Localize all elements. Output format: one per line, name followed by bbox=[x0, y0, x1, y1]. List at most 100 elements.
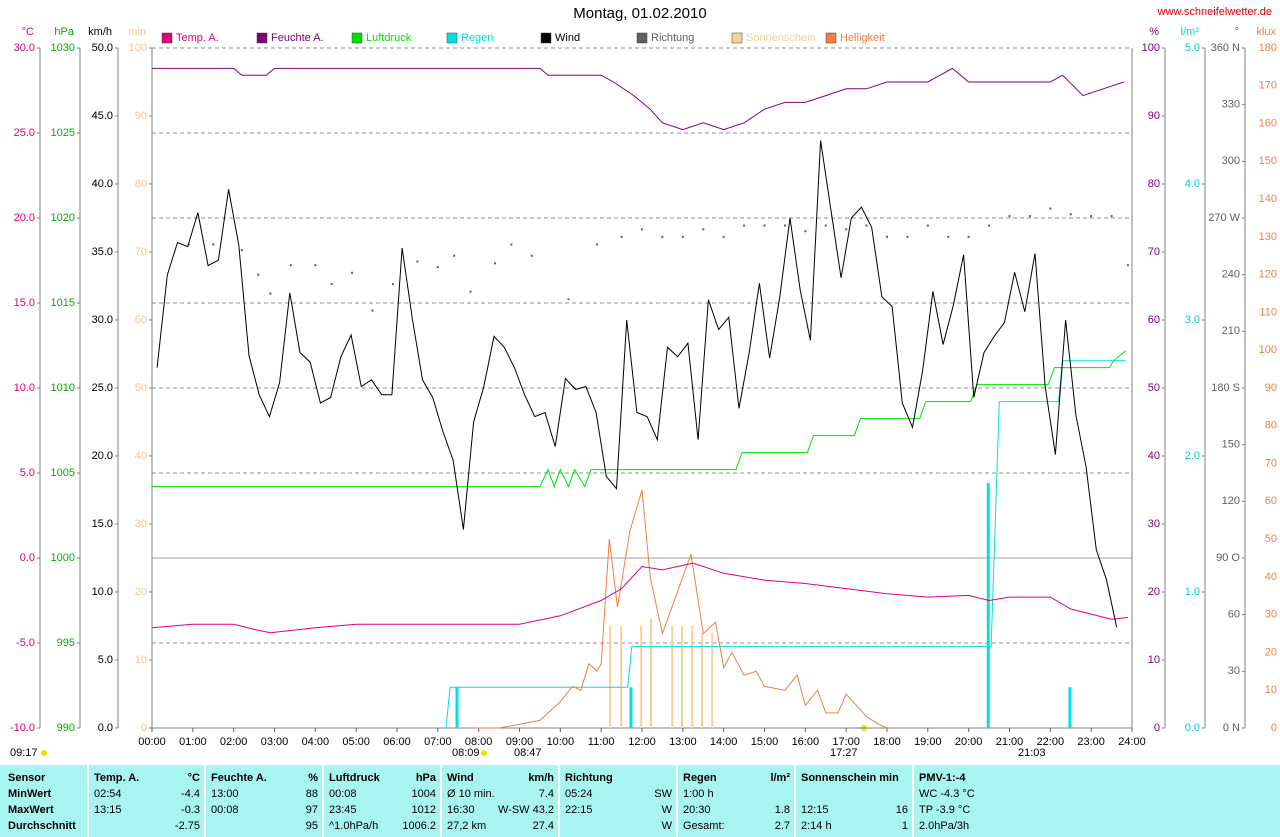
direction-dot bbox=[530, 254, 533, 257]
y-tick-label: 10.0 bbox=[14, 382, 35, 394]
x-tick-label: 04:00 bbox=[302, 736, 330, 748]
table-cell: 2.0hPa/3h bbox=[919, 820, 969, 832]
legend-label: Richtung bbox=[651, 32, 694, 44]
direction-dot bbox=[824, 224, 827, 227]
series-line bbox=[474, 489, 888, 729]
y-tick-label: 90 O bbox=[1216, 552, 1240, 564]
x-tick-label: 13:00 bbox=[669, 736, 697, 748]
y-tick-label: 20 bbox=[1148, 586, 1160, 598]
direction-dot bbox=[967, 235, 970, 238]
table-cell: 88 bbox=[306, 788, 318, 800]
y-tick-label: 1005 bbox=[51, 467, 75, 479]
direction-dot bbox=[1069, 213, 1072, 216]
y-tick-label: 995 bbox=[57, 637, 75, 649]
direction-dot bbox=[371, 309, 374, 312]
direction-dot bbox=[1028, 215, 1031, 218]
direction-dot bbox=[947, 235, 950, 238]
table-cell: 20:30 bbox=[683, 804, 711, 816]
y-tick-label: 25.0 bbox=[14, 127, 35, 139]
y-tick-label: 160 bbox=[1259, 117, 1277, 129]
y-tick-label: 30.0 bbox=[92, 314, 113, 326]
x-tick-label: 06:00 bbox=[383, 736, 411, 748]
x-tick-label: 20:00 bbox=[955, 736, 983, 748]
table-cell: 05:24 bbox=[565, 788, 593, 800]
table-cell: % bbox=[308, 772, 318, 784]
legend-label: Temp. A. bbox=[176, 32, 219, 44]
table-cell: Richtung bbox=[565, 772, 613, 784]
direction-dot bbox=[906, 235, 909, 238]
table-cell: Sensor bbox=[8, 772, 46, 784]
x-tick-label: 15:00 bbox=[751, 736, 779, 748]
table-cell: 22:15 bbox=[565, 804, 593, 816]
y-tick-label: 40 bbox=[1148, 450, 1160, 462]
legend-swatch bbox=[636, 32, 648, 44]
table-cell: 1.8 bbox=[775, 804, 790, 816]
x-tick-label: 16:00 bbox=[792, 736, 820, 748]
direction-dot bbox=[510, 243, 513, 246]
table-cell: Temp. A. bbox=[94, 772, 139, 784]
table-cell: 23:45 bbox=[329, 804, 357, 816]
direction-dot bbox=[469, 290, 472, 293]
y-tick-label: 100 bbox=[1259, 344, 1277, 356]
y-tick-label: -5.0 bbox=[16, 637, 35, 649]
legend-swatch bbox=[446, 32, 458, 44]
table-cell: Regen bbox=[683, 772, 717, 784]
y-tick-label: 80 bbox=[1265, 420, 1277, 432]
axis-unit: hPa bbox=[54, 26, 74, 38]
legend-swatch bbox=[540, 32, 552, 44]
legend-label: Wind bbox=[555, 32, 580, 44]
x-tick-label: 11:00 bbox=[588, 736, 615, 748]
y-tick-label: 20.0 bbox=[92, 450, 113, 462]
direction-dot bbox=[416, 260, 419, 263]
legend-label: Luftdruck bbox=[366, 32, 412, 44]
direction-dot bbox=[743, 224, 746, 227]
y-tick-label: 50.0 bbox=[92, 42, 113, 54]
x-tick-label: 07:00 bbox=[424, 736, 452, 748]
x-tick-label: 24:00 bbox=[1118, 736, 1146, 748]
y-tick-label: 60 bbox=[135, 314, 147, 326]
table-cell: 12:15 bbox=[801, 804, 829, 816]
direction-dot bbox=[1008, 215, 1011, 218]
direction-dot bbox=[681, 235, 684, 238]
axis-unit: ° bbox=[1235, 26, 1239, 38]
x-tick-label: 00:00 bbox=[138, 736, 166, 748]
direction-dot bbox=[926, 224, 929, 227]
table-cell: 27,2 km bbox=[447, 820, 486, 832]
annotation: 17:27 bbox=[830, 747, 858, 759]
y-tick-label: 210 bbox=[1222, 325, 1240, 337]
y-tick-label: 60 bbox=[1265, 495, 1277, 507]
table-cell: -0.3 bbox=[181, 804, 200, 816]
direction-dot bbox=[988, 224, 991, 227]
y-tick-label: 3.0 bbox=[1185, 314, 1200, 326]
table-cell: Gesamt: bbox=[683, 820, 725, 832]
direction-dot bbox=[596, 243, 599, 246]
x-tick-label: 10:00 bbox=[547, 736, 575, 748]
table-cell: 2:14 h bbox=[801, 820, 832, 832]
rain-bar bbox=[455, 687, 459, 728]
table-cell: km/h bbox=[528, 772, 554, 784]
axis-unit: °C bbox=[22, 26, 34, 38]
y-tick-label: 0 bbox=[1271, 722, 1277, 734]
table-cell: -4.4 bbox=[181, 788, 200, 800]
direction-dot bbox=[453, 254, 456, 257]
legend-label: Feuchte A. bbox=[271, 32, 324, 44]
table-cell: MaxWert bbox=[8, 804, 54, 816]
y-tick-label: 270 W bbox=[1208, 212, 1240, 224]
direction-dot bbox=[845, 228, 848, 231]
table-cell: 1 bbox=[902, 820, 908, 832]
y-tick-label: 20 bbox=[135, 586, 147, 598]
y-tick-label: 300 bbox=[1222, 155, 1240, 167]
table-cell: 7.4 bbox=[539, 788, 554, 800]
x-tick-label: 22:00 bbox=[1037, 736, 1065, 748]
y-tick-label: 50 bbox=[1148, 382, 1160, 394]
bar bbox=[671, 626, 674, 728]
table-cell: 16 bbox=[896, 804, 908, 816]
y-tick-label: 180 S bbox=[1211, 382, 1240, 394]
y-tick-label: 100 bbox=[1142, 42, 1160, 54]
table-cell: 1012 bbox=[412, 804, 436, 816]
table-cell: Sonnenschein min bbox=[801, 772, 899, 784]
y-tick-label: 2.0 bbox=[1185, 450, 1200, 462]
y-tick-label: 35.0 bbox=[92, 246, 113, 258]
y-tick-label: 180 bbox=[1259, 42, 1277, 54]
y-tick-label: 130 bbox=[1259, 231, 1277, 243]
